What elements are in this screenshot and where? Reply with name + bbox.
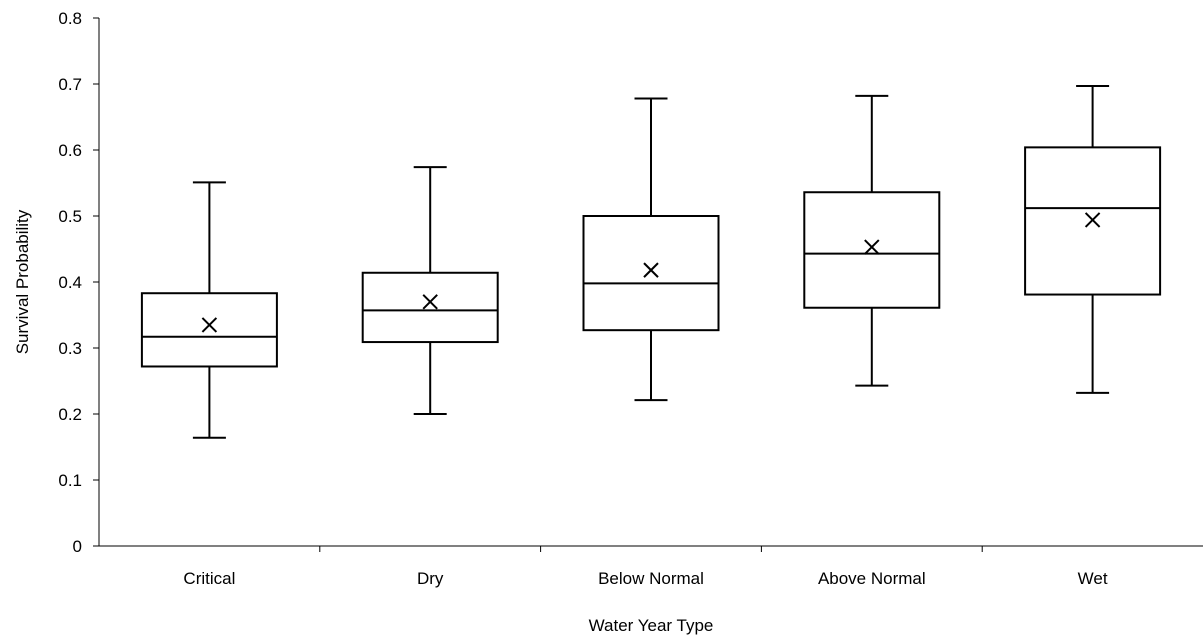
x-tick-label: Dry [417, 569, 444, 588]
box-below-normal [582, 97, 720, 402]
box-critical [140, 181, 278, 439]
y-tick-label: 0.1 [58, 471, 82, 490]
mean-marker [1084, 212, 1101, 228]
box-dry [361, 166, 499, 415]
x-tick-label: Above Normal [818, 569, 926, 588]
iqr-box [582, 215, 720, 332]
mean-marker [643, 262, 659, 278]
y-tick-label: 0.4 [58, 273, 82, 292]
y-axis-ticks: 0 0.1 0.2 0.3 0.4 0.5 0.6 0.7 0.8 [58, 9, 99, 556]
y-tick-label: 0.2 [58, 405, 82, 424]
y-tick-label: 0 [73, 537, 82, 556]
y-tick-label: 0.7 [58, 75, 82, 94]
x-tick-label: Critical [183, 569, 235, 588]
box-series [140, 84, 1162, 439]
box-wet [1024, 84, 1162, 394]
mean-marker [864, 239, 880, 255]
box-above-normal [803, 94, 941, 387]
x-axis-ticks: Critical Dry Below Normal Above Normal Wet [183, 546, 1108, 588]
mean-marker [422, 294, 438, 310]
iqr-box [140, 292, 278, 368]
y-axis-title: Survival Probability [13, 209, 32, 354]
mean-marker [201, 317, 218, 333]
x-tick-label: Below Normal [598, 569, 704, 588]
x-tick-label: Wet [1078, 569, 1108, 588]
y-tick-label: 0.5 [58, 207, 82, 226]
iqr-box [803, 191, 941, 309]
iqr-box [361, 271, 499, 344]
y-tick-label: 0.8 [58, 9, 82, 28]
y-tick-label: 0.6 [58, 141, 82, 160]
x-axis-title: Water Year Type [589, 616, 714, 635]
y-tick-label: 0.3 [58, 339, 82, 358]
